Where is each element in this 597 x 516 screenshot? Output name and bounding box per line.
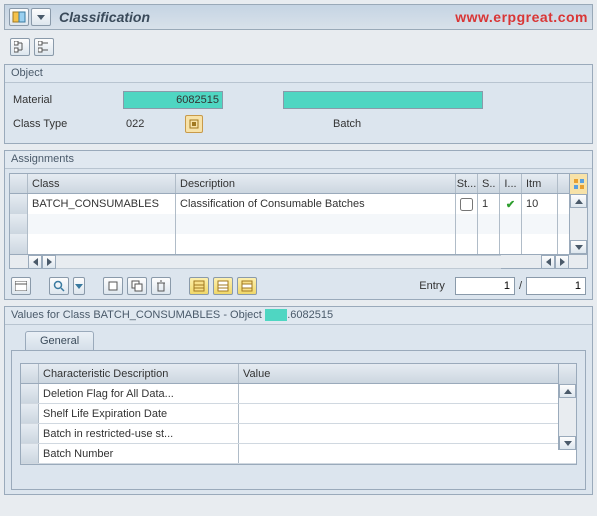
col-s[interactable]: S.. (478, 174, 500, 193)
select-block-icon[interactable] (237, 277, 257, 295)
scroll-up-icon[interactable] (570, 194, 587, 208)
row-class: BATCH_CONSUMABLES (32, 198, 159, 210)
h-scrollbar[interactable] (10, 254, 587, 268)
main-toolbar (4, 34, 593, 64)
select-all-icon[interactable] (189, 277, 209, 295)
col-status[interactable]: St... (456, 174, 478, 193)
entry-sep: / (519, 280, 522, 292)
col-description[interactable]: Description (176, 174, 456, 193)
material-desc-field[interactable] (283, 91, 483, 109)
char-row[interactable]: Batch Number (21, 444, 576, 464)
col-i[interactable]: I... (500, 174, 522, 193)
tree-on-icon[interactable] (10, 38, 30, 56)
char-row[interactable]: Deletion Flag for All Data... (21, 384, 576, 404)
page-title: Classification (59, 9, 150, 25)
class-type-search-help-icon[interactable] (185, 115, 203, 133)
col-itm[interactable]: Itm (522, 174, 558, 193)
scroll-right2-icon[interactable] (555, 255, 569, 269)
title-bar: Classification www.erpgreat.com (4, 4, 593, 30)
entry-label: Entry (419, 280, 445, 292)
scroll-up-icon[interactable] (559, 384, 576, 398)
row-check-icon: ✔ (506, 198, 515, 211)
tab-strip: General (25, 331, 592, 350)
char-header-row: Characteristic Description Value (21, 364, 576, 384)
find-icon[interactable] (49, 277, 69, 295)
entry-current-field[interactable] (455, 277, 515, 295)
assignments-group: Assignments Class Description St... S.. … (4, 150, 593, 300)
values-object-hl (265, 309, 287, 321)
char-table-settings-icon[interactable] (558, 364, 576, 384)
char-row[interactable]: Shelf Life Expiration Date (21, 404, 576, 424)
table-row[interactable] (10, 234, 587, 254)
table-row[interactable] (10, 214, 587, 234)
material-label: Material (13, 94, 123, 106)
material-field[interactable]: 6082515 (123, 91, 223, 109)
row-itm: 10 (526, 198, 538, 210)
copy-icon[interactable] (127, 277, 147, 295)
delete-icon[interactable] (151, 277, 171, 295)
find-dropdown-icon[interactable] (73, 277, 85, 295)
class-type-desc: Batch (333, 118, 361, 130)
v-scrollbar[interactable] (569, 194, 587, 254)
values-group-title: Values for Class BATCH_CONSUMABLES - Obj… (5, 307, 592, 325)
watermark: www.erpgreat.com (455, 9, 588, 25)
row-s: 1 (482, 198, 488, 210)
col-characteristic[interactable]: Characteristic Description (39, 364, 239, 383)
col-value[interactable]: Value (239, 364, 576, 383)
row-status-checkbox[interactable] (460, 198, 473, 211)
scroll-left-icon[interactable] (28, 255, 42, 269)
scroll-left2-icon[interactable] (541, 255, 555, 269)
char-v-scrollbar[interactable] (558, 384, 576, 450)
scroll-down-icon[interactable] (570, 240, 587, 254)
values-group: Values for Class BATCH_CONSUMABLES - Obj… (4, 306, 593, 495)
assignments-group-title: Assignments (5, 151, 592, 169)
toggle-display-icon[interactable] (9, 8, 29, 26)
deselect-all-icon[interactable] (213, 277, 233, 295)
table-settings-icon[interactable] (569, 174, 587, 194)
object-group-title: Object (5, 65, 592, 83)
new-entry-icon[interactable] (103, 277, 123, 295)
expand-icon[interactable] (31, 8, 51, 26)
assignments-header-row: Class Description St... S.. I... Itm (10, 174, 587, 194)
col-class[interactable]: Class (28, 174, 176, 193)
entry-total-field (526, 277, 586, 295)
row-description: Classification of Consumable Batches (180, 198, 365, 210)
assignments-table: Class Description St... S.. I... Itm BAT… (9, 173, 588, 269)
display-icon[interactable] (11, 277, 31, 295)
assignments-toolbar: Entry / (5, 273, 592, 299)
class-type-value: 022 (123, 115, 183, 133)
char-row[interactable]: Batch in restricted-use st... (21, 424, 576, 444)
tab-body: Characteristic Description Value Deletio… (11, 350, 586, 490)
scroll-right-icon[interactable] (42, 255, 56, 269)
class-type-label: Class Type (13, 118, 123, 130)
tab-general[interactable]: General (25, 331, 94, 350)
table-row[interactable]: BATCH_CONSUMABLES Classification of Cons… (10, 194, 587, 214)
tree-off-icon[interactable] (34, 38, 54, 56)
characteristics-table: Characteristic Description Value Deletio… (20, 363, 577, 465)
scroll-down-icon[interactable] (559, 436, 576, 450)
object-group: Object Material 6082515 Class Type 022 B… (4, 64, 593, 144)
